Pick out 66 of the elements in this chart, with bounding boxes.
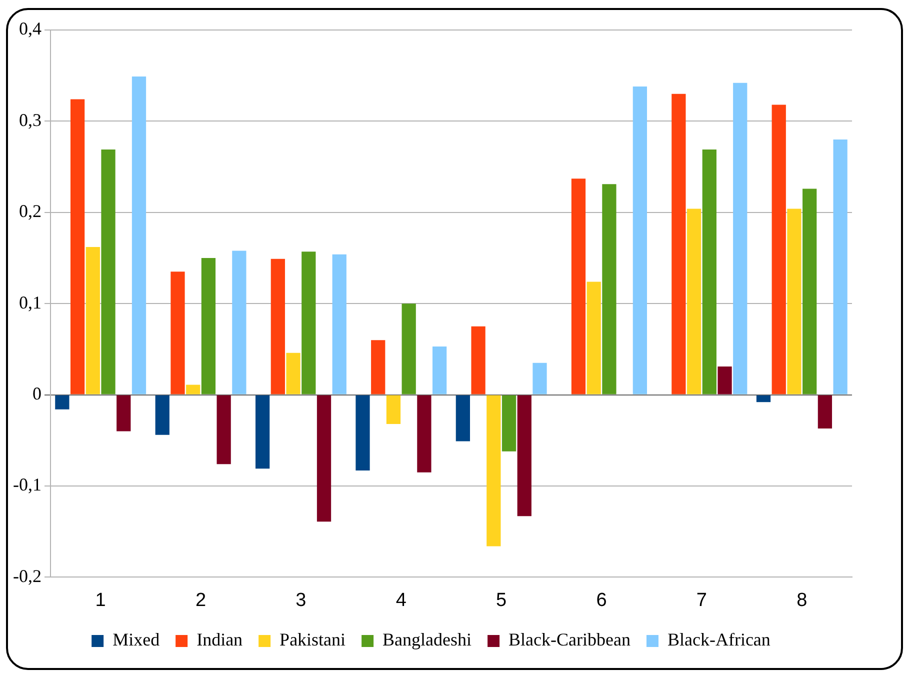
bar	[432, 346, 447, 394]
bar	[417, 395, 432, 472]
bar	[632, 86, 647, 394]
bar	[686, 208, 702, 394]
bar	[486, 395, 501, 546]
bar	[787, 208, 802, 394]
legend-label: Pakistani	[280, 630, 346, 650]
x-tick-label: 3	[296, 590, 306, 611]
y-tick-label: 0,2	[18, 201, 42, 222]
bar	[132, 76, 146, 394]
bar	[201, 258, 216, 394]
bar	[833, 139, 848, 394]
bar	[70, 99, 85, 394]
bar	[502, 395, 516, 452]
y-tick-label: 0	[32, 384, 42, 404]
y-tick-label: -0,1	[12, 474, 42, 495]
x-tick-label: 7	[696, 590, 708, 611]
bar	[216, 395, 231, 464]
legend-label: Bangladeshi	[382, 630, 472, 650]
bar	[456, 395, 470, 442]
x-tick-label: 2	[195, 590, 206, 611]
bar	[302, 252, 316, 394]
bar	[802, 188, 817, 394]
bar	[155, 395, 170, 435]
bar	[733, 82, 748, 394]
bar	[571, 178, 586, 394]
bar	[186, 384, 200, 394]
bar	[270, 258, 285, 394]
legend-label: Indian	[196, 630, 243, 650]
legend-label: Mixed	[112, 630, 160, 650]
bar	[532, 362, 547, 394]
y-tick-label: 0,1	[18, 292, 42, 312]
bar	[402, 304, 416, 394]
bar	[602, 184, 616, 394]
x-tick-label: 8	[796, 590, 808, 611]
x-tick-label: 1	[95, 590, 106, 611]
bar	[586, 282, 601, 394]
bar	[356, 395, 370, 470]
bar	[332, 254, 346, 394]
bar	[672, 94, 686, 394]
x-tick-label: 6	[596, 590, 607, 611]
bar	[756, 395, 771, 402]
bar	[386, 395, 401, 424]
bar	[101, 149, 116, 394]
bar	[371, 340, 386, 394]
x-tick-label: 4	[396, 590, 407, 611]
legend-label: Black-African	[667, 630, 770, 650]
bar	[517, 395, 532, 516]
bar	[116, 395, 131, 432]
legend-label: Black-Caribbean	[508, 630, 630, 650]
bar	[471, 326, 486, 394]
bar	[170, 272, 185, 394]
y-tick-label: 0,4	[18, 18, 42, 39]
bar	[232, 250, 246, 394]
bar	[772, 104, 786, 394]
x-tick-label: 5	[496, 590, 507, 611]
bar	[55, 395, 70, 410]
y-tick-label: 0,3	[18, 110, 42, 130]
bar	[702, 149, 716, 394]
bar	[718, 366, 732, 394]
bar	[286, 352, 300, 394]
bar	[818, 395, 832, 429]
bar	[86, 247, 100, 394]
bar	[255, 395, 270, 469]
y-tick-label: -0,2	[12, 566, 42, 586]
bar	[316, 395, 332, 522]
